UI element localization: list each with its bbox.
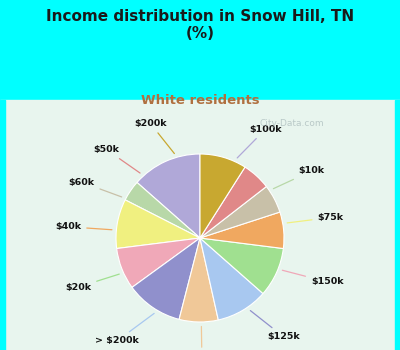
Text: $20k: $20k — [65, 274, 119, 292]
Wedge shape — [125, 182, 200, 238]
Wedge shape — [200, 238, 263, 320]
Wedge shape — [200, 212, 284, 248]
Text: $60k: $60k — [68, 178, 122, 197]
Text: > $200k: > $200k — [96, 313, 154, 345]
Text: $10k: $10k — [273, 167, 325, 189]
Bar — [0, 0, 400, 100]
Text: $75k: $75k — [287, 213, 344, 223]
Text: $125k: $125k — [250, 310, 300, 341]
Text: White residents: White residents — [141, 94, 259, 107]
Bar — [0, 100, 400, 350]
Text: $40k: $40k — [55, 222, 112, 231]
Wedge shape — [200, 238, 283, 294]
Wedge shape — [117, 238, 200, 287]
Wedge shape — [200, 187, 280, 238]
Wedge shape — [132, 238, 200, 319]
Wedge shape — [200, 154, 245, 238]
Text: $200k: $200k — [134, 119, 174, 154]
Text: $30k: $30k — [189, 327, 215, 350]
Text: $150k: $150k — [282, 270, 344, 286]
Text: Income distribution in Snow Hill, TN
(%): Income distribution in Snow Hill, TN (%) — [46, 9, 354, 41]
Text: $100k: $100k — [237, 125, 282, 158]
Bar — [0, 100, 5, 350]
Wedge shape — [179, 238, 218, 322]
Wedge shape — [200, 167, 266, 238]
Text: City-Data.com: City-Data.com — [260, 119, 324, 128]
Wedge shape — [116, 200, 200, 248]
Bar — [395, 100, 400, 350]
Text: $50k: $50k — [94, 145, 140, 173]
Wedge shape — [137, 154, 200, 238]
